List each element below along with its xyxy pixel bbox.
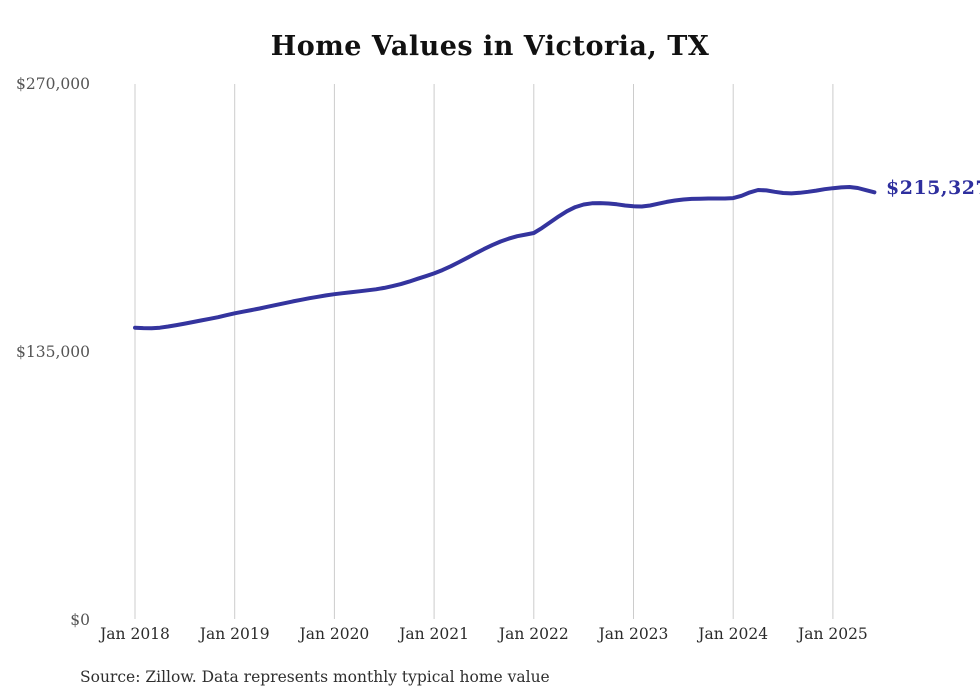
vertical-gridlines <box>134 84 834 619</box>
y-axis-tick-0: $0 <box>70 611 90 629</box>
x-axis-tick-jan-2025: Jan 2025 <box>797 625 868 643</box>
x-axis-tick-jan-2018: Jan 2018 <box>100 625 170 643</box>
x-axis-tick-jan-2019: Jan 2019 <box>199 625 270 643</box>
y-axis-tick-270000: $270,000 <box>16 75 90 93</box>
y-axis-tick-135000: $135,000 <box>16 343 90 361</box>
chart-title: Home Values in Victoria, TX <box>270 31 710 62</box>
home-value-series-line <box>133 185 877 331</box>
source-note: Source: Zillow. Data represents monthly … <box>80 668 550 686</box>
latest-value-label: $215,327 <box>886 177 980 199</box>
x-axis-tick-jan-2023: Jan 2023 <box>598 625 669 643</box>
x-axis-tick-jan-2024: Jan 2024 <box>698 625 769 643</box>
x-axis-tick-jan-2020: Jan 2020 <box>299 625 370 643</box>
x-axis-tick-jan-2021: Jan 2021 <box>399 625 469 643</box>
x-axis-tick-jan-2022: Jan 2022 <box>498 625 569 643</box>
